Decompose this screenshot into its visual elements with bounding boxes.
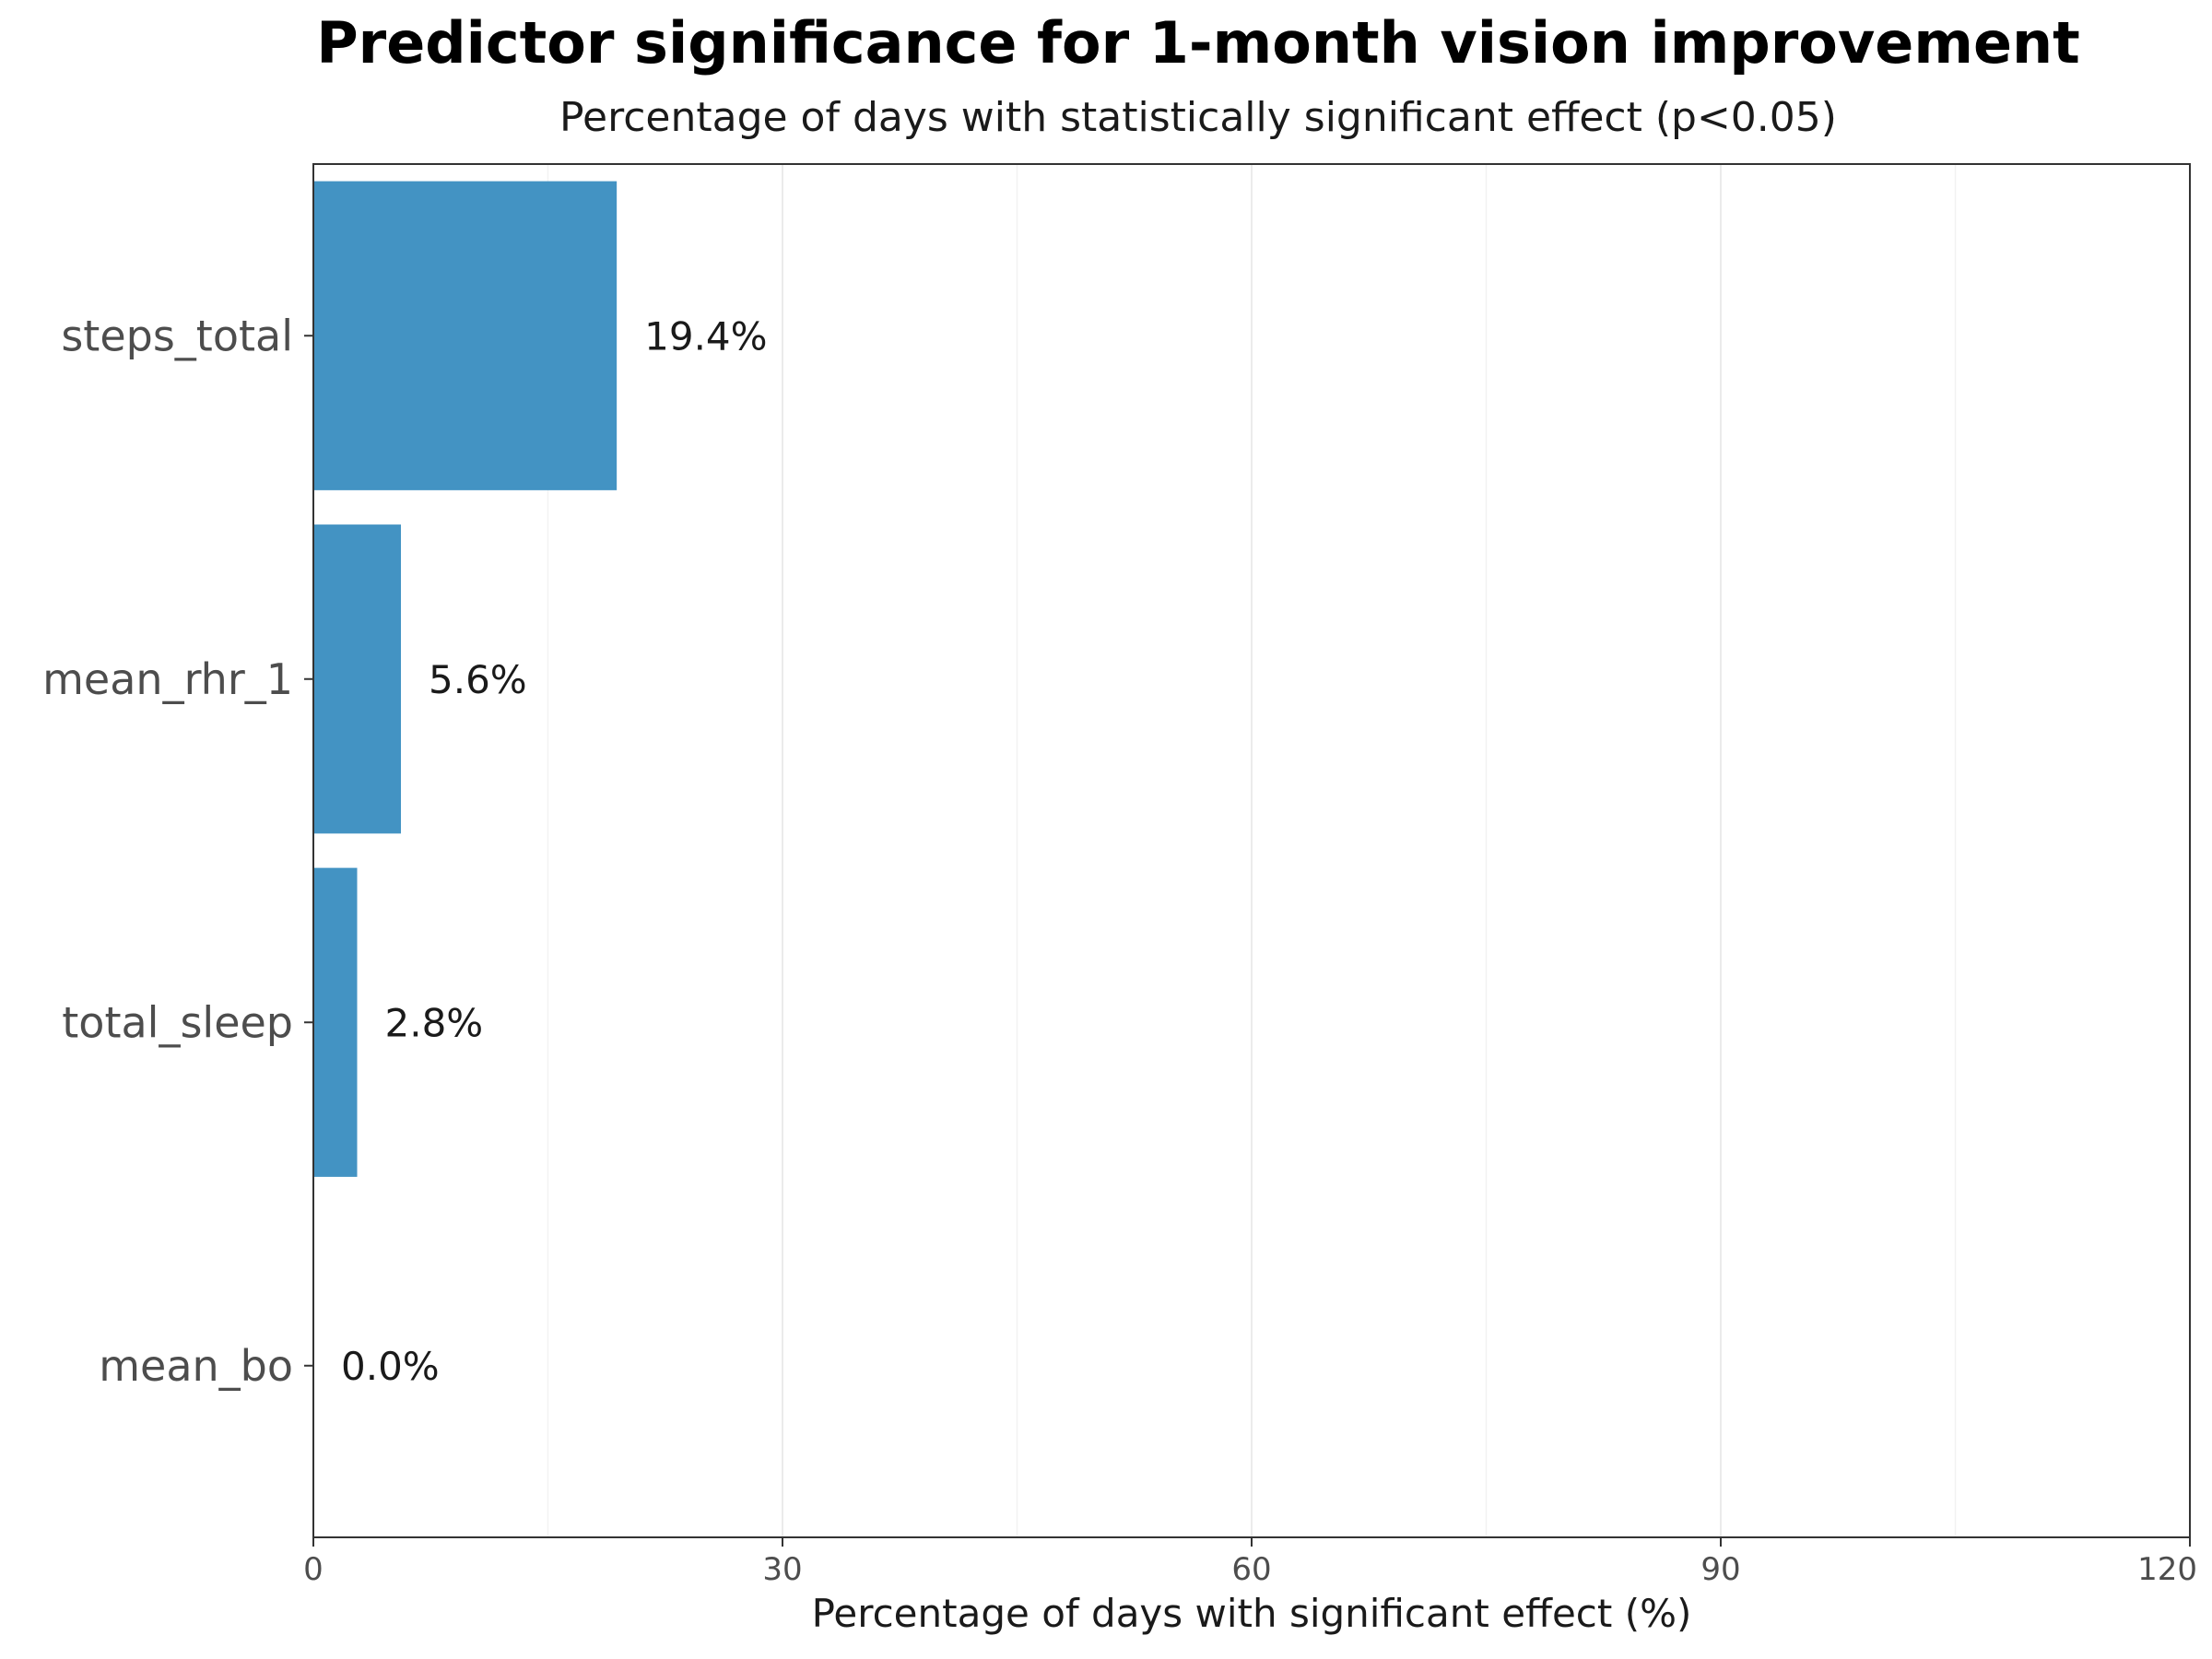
bar <box>313 524 402 834</box>
y-tick-label: mean_bo <box>99 1341 293 1391</box>
bar <box>313 867 358 1177</box>
x-tick-label: 90 <box>1700 1551 1740 1588</box>
x-tick-label: 30 <box>762 1551 802 1588</box>
y-tick-label: mean_rhr_1 <box>42 654 293 704</box>
y-tick-label: steps_total <box>61 311 293 360</box>
axes: steps_total mean_rhr_1 total_sleep mean_bo 0… <box>42 311 2197 1588</box>
y-tick-label: total_sleep <box>62 997 293 1047</box>
x-tick-label: 60 <box>1231 1551 1271 1588</box>
bars: 19.4% 5.6% 2.8% 0.0% <box>313 181 768 1389</box>
data-label: 5.6% <box>429 657 527 702</box>
data-label: 19.4% <box>644 313 767 359</box>
x-axis-label: Percentage of days with significant effe… <box>812 1591 1692 1636</box>
x-tick-label: 0 <box>303 1551 324 1588</box>
bar <box>313 181 618 490</box>
data-label: 2.8% <box>385 1000 484 1045</box>
chart-title: Predictor significance for 1-month visio… <box>316 9 2080 76</box>
x-tick-label: 120 <box>2137 1551 2197 1588</box>
data-label: 0.0% <box>341 1344 440 1389</box>
chart-subtitle: Percentage of days with statistically si… <box>559 94 1837 141</box>
